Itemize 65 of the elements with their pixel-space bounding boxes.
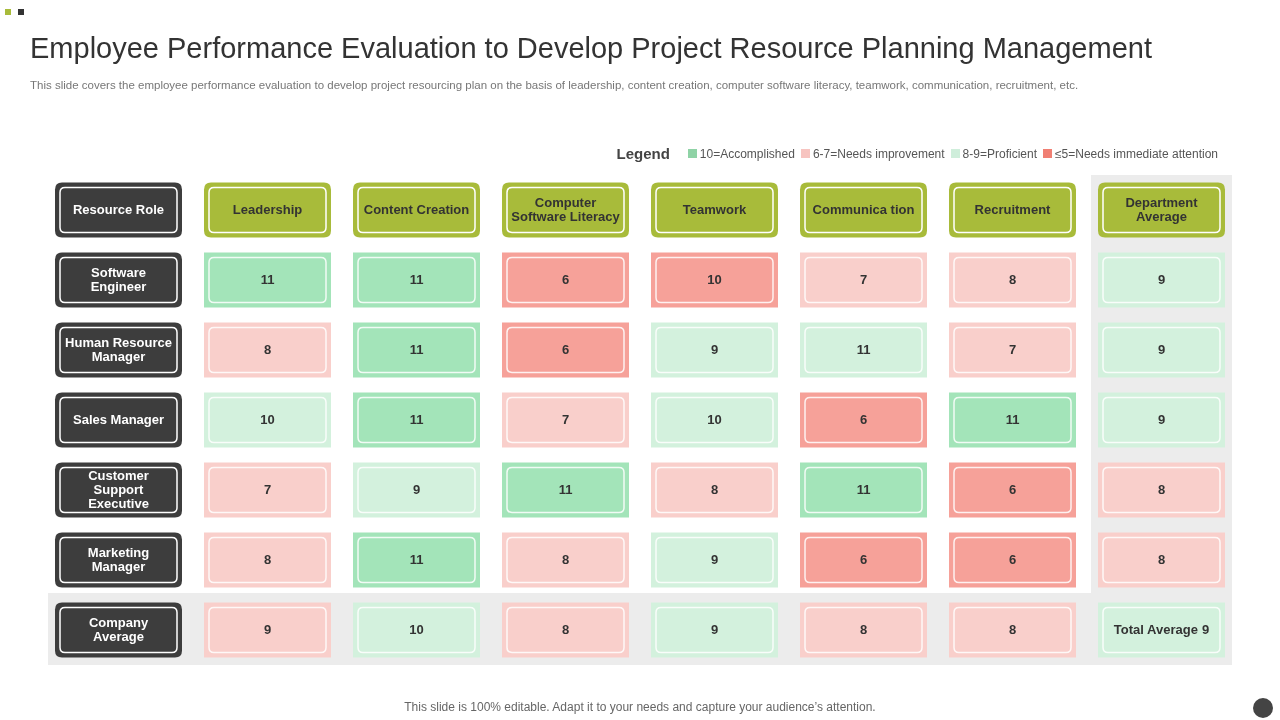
data-label: 6 (561, 341, 570, 357)
y-axis-title: Resource Role (72, 201, 165, 217)
chart-title: Employee Performance Evaluation to Develop Project Resource Planning Management (30, 32, 1152, 65)
data-label: 8 (561, 621, 570, 637)
data-label: 9 (710, 551, 719, 567)
data-label: 6 (859, 411, 868, 427)
data-label: 8 (1157, 481, 1166, 497)
data-label: 9 (1157, 341, 1166, 357)
data-label: 6 (1008, 481, 1017, 497)
x-tick-label: Communica tion (812, 201, 915, 217)
data-label: 11 (409, 411, 424, 427)
data-label: 7 (561, 411, 570, 427)
data-label: 8 (1008, 621, 1017, 637)
data-label: 11 (409, 271, 424, 287)
y-tick-label: Software Engineer (90, 264, 147, 294)
data-label: 9 (710, 621, 719, 637)
data-label: 7 (1008, 341, 1017, 357)
data-label: 10 (409, 621, 424, 637)
annotation: Total Average (1113, 621, 1198, 637)
data-label: 11 (409, 341, 424, 357)
x-tick-label: Recruitment (974, 201, 1052, 217)
chart-subtitle: This slide covers the employee performance evaluation to develop project resourcing plan on the basis of leadership, content creation, computer software literacy, teamwork, communication, recruitment, etc. (30, 79, 1079, 91)
x-tick-label: Leadership (232, 201, 303, 217)
data-label: 7 (263, 481, 272, 497)
text: This slide is 100% editable. Adapt it to your needs and capture your audience’s attention. (403, 700, 877, 714)
y-tick-label: Human Resource Manager (65, 334, 172, 364)
data-label: 6 (859, 551, 868, 567)
data-label: 11 (260, 271, 275, 287)
data-label: 11 (1005, 411, 1020, 427)
data-label: 11 (409, 551, 424, 567)
data-label: 9 (710, 341, 719, 357)
data-label: 8 (859, 621, 868, 637)
data-label: 11 (856, 341, 871, 357)
text: 6-7=Needs improvement (812, 146, 945, 161)
data-label: 10 (707, 271, 722, 287)
text: 10=Accomplished (699, 146, 795, 161)
data-label: 6 (1008, 551, 1017, 567)
data-label: 8 (263, 341, 272, 357)
text: 8-9=Proficient (962, 146, 1037, 161)
text: ≤5=Needs immediate attention (1054, 146, 1218, 161)
data-label: 10 (707, 411, 722, 427)
data-label: 8 (561, 551, 570, 567)
x-tick-label: Content Creation (363, 201, 470, 217)
data-label: 7 (859, 271, 868, 287)
data-label: 8 (1008, 271, 1017, 287)
x-tick-label: Teamwork (682, 201, 747, 217)
data-label: 9 (412, 481, 421, 497)
data-label: 6 (561, 271, 570, 287)
data-label: 11 (856, 481, 871, 497)
y-tick-label: Customer Support Executive (88, 467, 149, 511)
data-label: 11 (558, 481, 573, 497)
x-tick-label: Computer Software Literacy (511, 194, 621, 224)
text: Legend (616, 145, 670, 162)
data-label: 9 (1157, 271, 1166, 287)
data-label: 8 (710, 481, 719, 497)
data-label: 8 (1157, 551, 1166, 567)
data-label: 8 (263, 551, 272, 567)
data-label: 9 (1201, 621, 1210, 637)
data-label: 9 (1157, 411, 1166, 427)
data-label: 10 (260, 411, 275, 427)
y-tick-label: Marketing Manager (87, 544, 150, 574)
data-label: 9 (263, 621, 272, 637)
y-tick-label: Sales Manager (72, 411, 165, 427)
y-tick-label: Company Average (88, 614, 149, 644)
x-tick-label: Department Average (1125, 194, 1199, 224)
